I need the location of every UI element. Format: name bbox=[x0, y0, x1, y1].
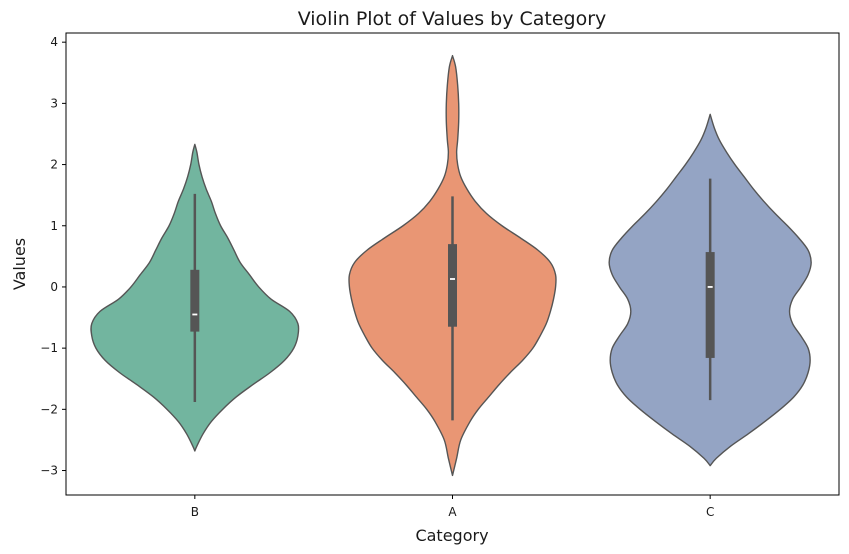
violin-a bbox=[348, 54, 557, 477]
x-axis-label: Category bbox=[415, 526, 488, 545]
violin-iqr-box-b bbox=[190, 269, 200, 332]
y-tick-label: 0 bbox=[50, 280, 58, 294]
chart-title: Violin Plot of Values by Category bbox=[298, 8, 607, 30]
y-tick-label: 1 bbox=[50, 219, 58, 233]
violin-b bbox=[90, 143, 300, 452]
y-tick-label: −2 bbox=[40, 402, 58, 416]
y-tick-label: −1 bbox=[40, 341, 58, 355]
x-tick-label-c: C bbox=[706, 505, 714, 519]
x-tick-label-a: A bbox=[448, 505, 457, 519]
violin-c bbox=[608, 113, 812, 467]
violin-iqr-box-a bbox=[448, 244, 457, 327]
violin-iqr-box-c bbox=[705, 252, 715, 358]
y-axis: −3 −2 −1 0 1 2 3 4 bbox=[40, 35, 66, 478]
y-tick-label: −3 bbox=[40, 464, 58, 478]
y-axis-label: Values bbox=[10, 238, 29, 290]
violins-layer bbox=[90, 54, 812, 477]
y-tick-label: 4 bbox=[50, 35, 58, 49]
x-tick-label-b: B bbox=[191, 505, 199, 519]
y-tick-label: 3 bbox=[50, 96, 58, 110]
y-tick-label: 2 bbox=[50, 158, 58, 172]
